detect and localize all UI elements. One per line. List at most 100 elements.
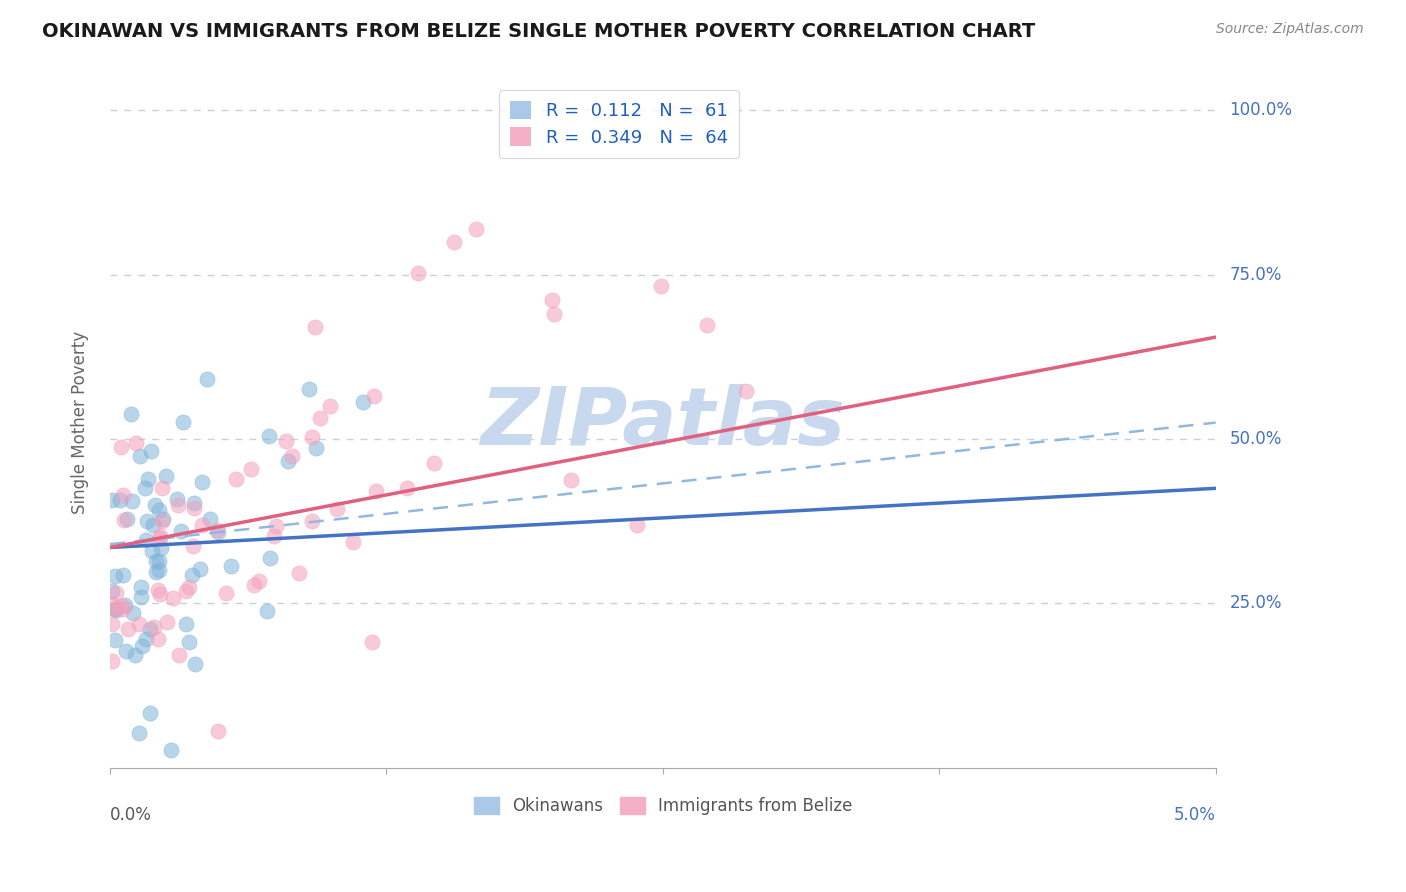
Y-axis label: Single Mother Poverty: Single Mother Poverty [72, 331, 89, 514]
Point [114, 599, 136, 613]
Point [650, 279, 672, 293]
Point [104, 586, 127, 600]
Point [112, 601, 135, 615]
Point [104, 569, 127, 583]
Text: 50.0%: 50.0% [1230, 430, 1282, 448]
Point [129, 580, 152, 594]
Point [160, 743, 183, 757]
Point [145, 554, 167, 568]
Point [626, 518, 648, 533]
Point [111, 487, 134, 501]
Legend: Okinawans, Immigrants from Belize: Okinawans, Immigrants from Belize [467, 790, 859, 822]
Point [305, 442, 328, 456]
Point [191, 475, 214, 489]
Point [124, 648, 146, 662]
Point [259, 551, 281, 566]
Point [129, 450, 152, 464]
Point [361, 635, 384, 649]
Point [138, 472, 160, 486]
Point [205, 523, 228, 537]
Point [156, 615, 179, 630]
Text: 100.0%: 100.0% [1230, 102, 1292, 120]
Point [167, 498, 190, 512]
Point [696, 318, 718, 333]
Point [256, 604, 278, 618]
Point [101, 654, 124, 668]
Point [177, 580, 200, 594]
Point [174, 616, 197, 631]
Point [560, 473, 582, 487]
Point [395, 481, 418, 495]
Point [135, 533, 157, 547]
Point [139, 623, 162, 637]
Point [169, 648, 191, 663]
Point [150, 481, 173, 495]
Point [148, 563, 170, 577]
Point [121, 494, 143, 508]
Point [243, 578, 266, 592]
Text: ZIPatlas: ZIPatlas [481, 384, 845, 461]
Text: 25.0%: 25.0% [1230, 594, 1282, 612]
Point [125, 435, 148, 450]
Point [149, 531, 172, 545]
Point [101, 598, 124, 612]
Point [135, 632, 157, 646]
Point [183, 500, 205, 515]
Point [166, 491, 188, 506]
Point [288, 566, 311, 580]
Point [104, 602, 127, 616]
Point [363, 389, 385, 403]
Point [162, 591, 184, 605]
Point [134, 481, 156, 495]
Point [465, 221, 488, 235]
Point [274, 434, 297, 449]
Point [149, 529, 172, 543]
Point [101, 493, 124, 508]
Point [136, 514, 159, 528]
Point [108, 493, 131, 508]
Point [177, 635, 200, 649]
Point [225, 472, 247, 486]
Point [364, 483, 387, 498]
Point [304, 319, 326, 334]
Point [184, 657, 207, 672]
Point [352, 395, 374, 409]
Point [101, 616, 124, 631]
Point [111, 599, 134, 613]
Point [319, 399, 342, 413]
Point [264, 518, 287, 533]
Point [195, 372, 218, 386]
Point [301, 514, 323, 528]
Point [219, 558, 242, 573]
Point [120, 407, 142, 421]
Point [141, 544, 163, 558]
Point [200, 511, 222, 525]
Point [257, 428, 280, 442]
Point [142, 518, 165, 533]
Point [142, 620, 165, 634]
Point [181, 568, 204, 582]
Point [110, 441, 132, 455]
Point [129, 590, 152, 604]
Point [170, 524, 193, 538]
Point [150, 541, 173, 555]
Point [543, 307, 565, 321]
Text: 75.0%: 75.0% [1230, 266, 1282, 284]
Point [128, 726, 150, 740]
Point [215, 585, 238, 599]
Point [146, 582, 169, 597]
Point [309, 411, 332, 425]
Point [280, 449, 302, 463]
Point [117, 512, 139, 526]
Text: 0.0%: 0.0% [110, 805, 152, 823]
Point [325, 501, 347, 516]
Point [735, 384, 758, 398]
Point [155, 469, 177, 483]
Point [423, 456, 446, 470]
Point [101, 583, 124, 598]
Point [152, 512, 174, 526]
Point [152, 514, 174, 528]
Point [131, 639, 153, 653]
Point [263, 529, 285, 543]
Point [541, 293, 564, 307]
